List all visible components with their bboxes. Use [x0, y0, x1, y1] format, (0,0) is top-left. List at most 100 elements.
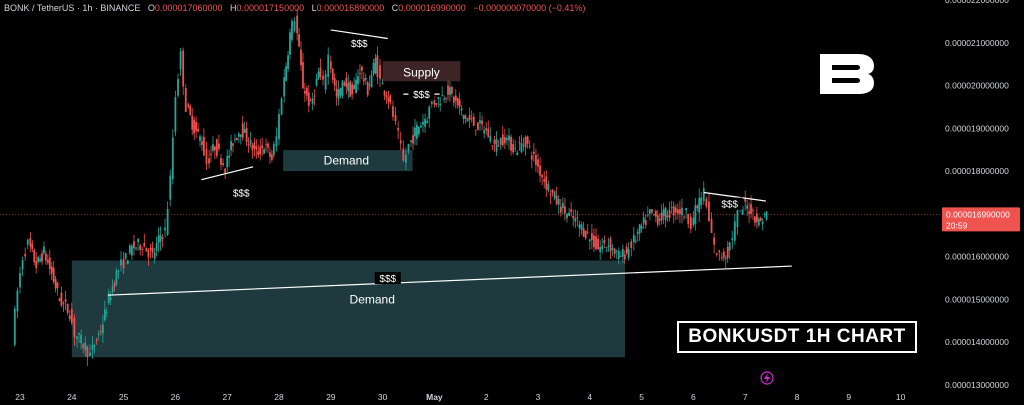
candle-body — [441, 95, 444, 96]
candle-body — [307, 92, 310, 106]
candle-body — [566, 213, 568, 219]
liquidity-line-long-label: $$$ — [379, 274, 396, 285]
symbol-title: BONK / TetherUS · 1h · BINANCE — [4, 3, 141, 13]
candle-body — [128, 245, 131, 254]
lightning-icon[interactable] — [760, 371, 774, 385]
demand-zone-upper — [283, 150, 413, 172]
candle-body — [526, 136, 529, 144]
candle-body — [726, 246, 729, 258]
x-tick-label: 3 — [536, 392, 541, 402]
x-tick-label: 23 — [15, 392, 25, 402]
candle-body — [376, 55, 379, 78]
candle-body — [29, 238, 32, 247]
candle-body — [601, 245, 604, 249]
candle-body — [720, 257, 723, 259]
candle-body — [638, 224, 641, 234]
candle-body — [124, 252, 127, 259]
candle-body — [754, 216, 756, 223]
candle-body — [113, 283, 116, 287]
candle-body — [149, 247, 152, 251]
candle-body — [289, 32, 291, 55]
candle-body — [405, 154, 407, 163]
liquidity-line-supply-label-bg — [408, 88, 435, 101]
liquidity-line-demand-label: $$$ — [233, 189, 250, 200]
candle-body — [685, 208, 688, 211]
candle-body — [267, 143, 269, 148]
candle-body — [454, 95, 457, 101]
candle-body — [617, 251, 620, 259]
candle-body — [145, 247, 148, 252]
candle-body — [397, 128, 400, 131]
candle-body — [705, 198, 708, 207]
candle-body — [741, 206, 744, 215]
candle-body — [105, 311, 108, 313]
candle-body — [91, 344, 94, 350]
candle-body — [619, 256, 622, 257]
y-tick-label: 0.000018000000 — [945, 166, 1009, 176]
x-tick-label: 5 — [639, 392, 644, 402]
candle-body — [174, 97, 177, 132]
candle-body — [56, 282, 59, 288]
candle-body — [656, 215, 659, 225]
candle-body — [370, 75, 373, 88]
low-label: L — [311, 3, 317, 13]
candle-body — [171, 137, 174, 180]
candle-body — [39, 258, 41, 262]
candle-body — [687, 213, 690, 225]
candle-body — [553, 191, 556, 199]
candle-body — [362, 78, 365, 82]
liquidity-line-long — [108, 265, 792, 296]
candle-body — [66, 303, 69, 313]
candle-body — [399, 140, 402, 144]
candle-body — [449, 87, 451, 95]
candle-body — [422, 121, 424, 125]
candle-body — [541, 175, 544, 178]
candle-body — [224, 168, 227, 174]
candle-body — [78, 333, 80, 335]
candle-body — [52, 267, 55, 282]
candle-body — [212, 144, 214, 151]
candle-body — [472, 116, 475, 126]
supply-zone-label: Supply — [403, 66, 440, 80]
candle-body — [372, 63, 375, 75]
candle-body — [547, 184, 550, 191]
candle-body — [73, 317, 76, 338]
chart-title-badge: BONKUSDT 1H CHART — [677, 321, 917, 353]
candle-body — [368, 84, 371, 86]
candle-body — [433, 99, 436, 105]
candle-body — [744, 198, 747, 202]
candle-body — [512, 144, 515, 153]
candle-body — [539, 165, 541, 176]
candle-body — [654, 210, 657, 217]
candle-body — [222, 163, 224, 165]
candle-body — [122, 258, 125, 269]
candle-body — [456, 97, 459, 106]
candle-body — [698, 197, 701, 213]
candle-body — [694, 205, 697, 224]
candle-body — [287, 55, 289, 69]
candle-body — [349, 81, 352, 97]
candle-body — [130, 245, 133, 256]
candle-body — [135, 247, 137, 249]
candle-body — [48, 257, 51, 270]
candle-body — [153, 252, 156, 259]
candle-body — [64, 299, 67, 302]
candle-body — [763, 214, 766, 216]
x-tick-label: 27 — [222, 392, 232, 402]
candle-body — [291, 21, 293, 40]
candle-body — [642, 217, 645, 224]
candle-body — [179, 51, 182, 70]
candle-body — [93, 345, 96, 347]
candle-body — [304, 90, 306, 94]
candle-body — [230, 141, 232, 151]
candle-body — [615, 250, 618, 252]
candle-body — [269, 152, 271, 157]
candle-body — [584, 230, 587, 239]
candle-body — [41, 253, 43, 262]
candle-body — [630, 241, 633, 248]
candle-body — [439, 103, 442, 106]
candle-body — [603, 239, 606, 244]
candle-body — [689, 216, 692, 230]
